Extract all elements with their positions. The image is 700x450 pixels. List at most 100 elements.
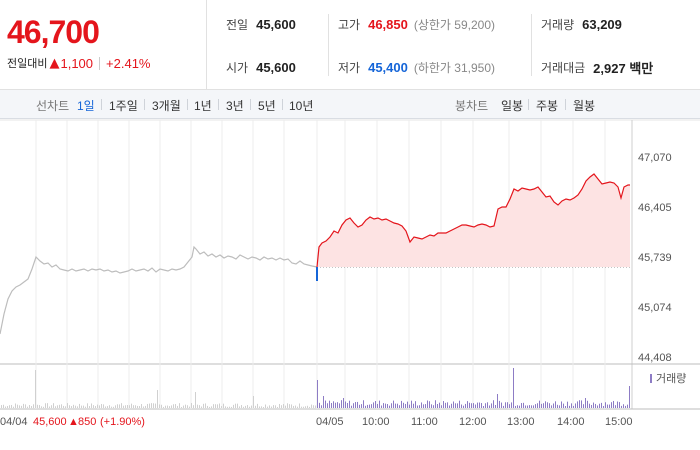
volume-bar (257, 403, 258, 408)
volume-bar (505, 402, 506, 408)
volume-bar (19, 405, 20, 408)
volume-bar (183, 405, 184, 408)
volume-bar (109, 405, 110, 408)
volume-bar (531, 405, 532, 408)
volume-bar (273, 405, 274, 408)
volume-bar (37, 404, 38, 408)
volume-bar (559, 405, 560, 408)
volume-bar (529, 405, 530, 408)
volume-bar (589, 403, 590, 408)
volume-bar (199, 405, 200, 408)
volume-bar (391, 403, 392, 408)
volume-bar (585, 398, 586, 408)
x-tick-label: 13:00 (507, 416, 535, 428)
volume-bar (83, 405, 84, 408)
candle-monthly-button[interactable]: 월봉 (573, 99, 596, 113)
volume-bar (269, 405, 270, 408)
volume-bar (485, 403, 486, 408)
period-5y-button[interactable]: 5년 (258, 99, 276, 113)
volume-bar (429, 401, 430, 408)
volume-bar (15, 403, 16, 408)
period-1y-button[interactable]: 1년 (194, 99, 212, 113)
volume-bar (439, 402, 440, 408)
volume-bar (247, 405, 248, 408)
volume-bar (161, 404, 162, 408)
period-3y-button[interactable]: 3년 (226, 99, 244, 113)
volume-bar (533, 405, 534, 408)
y-tick-label: 45,074 (638, 302, 672, 314)
volume-bar (181, 406, 182, 408)
volume-bar (115, 405, 116, 408)
volume-bar (297, 406, 298, 408)
volume-bar (139, 406, 140, 408)
volume-bar (535, 404, 536, 408)
volume-bar (119, 404, 120, 408)
volume-bar (601, 402, 602, 408)
volume-bar (471, 403, 472, 408)
period-10y-button[interactable]: 10년 (289, 99, 314, 113)
stat-label: 거래량 (541, 17, 575, 32)
volume-bar (607, 404, 608, 408)
volume-bar (227, 406, 228, 408)
current-price: 46,700 (7, 14, 100, 50)
volume-bar (383, 403, 384, 408)
volume-bar (547, 402, 548, 408)
volume-bar (287, 403, 288, 408)
volume-bar (343, 398, 344, 408)
volume-bar (421, 402, 422, 408)
volume-bar (349, 400, 350, 408)
volume-bar (73, 404, 74, 408)
stat-volume: 거래량 63,209 (541, 14, 622, 34)
stat-label: 전일 (226, 17, 249, 32)
volume-bar (491, 403, 492, 408)
volume-bar (131, 403, 132, 408)
volume-bar (13, 406, 14, 408)
volume-bar (403, 402, 404, 408)
volume-bar (35, 370, 36, 408)
candle-daily-button[interactable]: 일봉 (501, 99, 524, 113)
divider (328, 14, 329, 76)
volume-bar (317, 380, 318, 408)
volume-bar (373, 402, 374, 408)
stat-value: 45,600 (256, 16, 296, 32)
volume-bar (385, 403, 386, 408)
period-1d-button[interactable]: 1일 (77, 99, 95, 113)
candle-chart-label: 봉차트 (455, 99, 489, 113)
stat-label: 거래대금 (541, 60, 586, 75)
volume-bar (51, 405, 52, 408)
volume-bar (201, 406, 202, 408)
volume-bar (469, 402, 470, 408)
volume-bar (231, 406, 232, 408)
volume-bar (405, 403, 406, 408)
volume-bar (433, 405, 434, 408)
volume-bar (67, 403, 68, 408)
volume-bar (495, 404, 496, 408)
volume-bar (597, 405, 598, 408)
volume-bar (401, 400, 402, 408)
volume-bar (285, 405, 286, 408)
volume-bar (65, 406, 66, 408)
volume-bar (575, 403, 576, 408)
volume-bar (497, 394, 498, 408)
volume-bar (245, 405, 246, 408)
candle-weekly-button[interactable]: 주봉 (536, 99, 559, 113)
volume-bar (521, 403, 522, 408)
volume-bar (165, 405, 166, 408)
volume-bar (129, 405, 130, 408)
volume-bar (163, 406, 164, 408)
period-1w-button[interactable]: 1주일 (109, 99, 138, 113)
volume-bar (299, 403, 300, 408)
volume-bar (537, 403, 538, 408)
volume-bar (217, 404, 218, 408)
volume-bar (407, 401, 408, 408)
volume-bar (101, 403, 102, 408)
period-3m-button[interactable]: 3개월 (152, 99, 181, 113)
volume-bar (397, 403, 398, 408)
volume-bar (581, 400, 582, 408)
volume-bar (335, 402, 336, 408)
volume-bar (75, 405, 76, 408)
volume-bar (515, 405, 516, 408)
volume-bar (233, 404, 234, 408)
volume-bar (39, 405, 40, 408)
volume-bar (509, 404, 510, 408)
